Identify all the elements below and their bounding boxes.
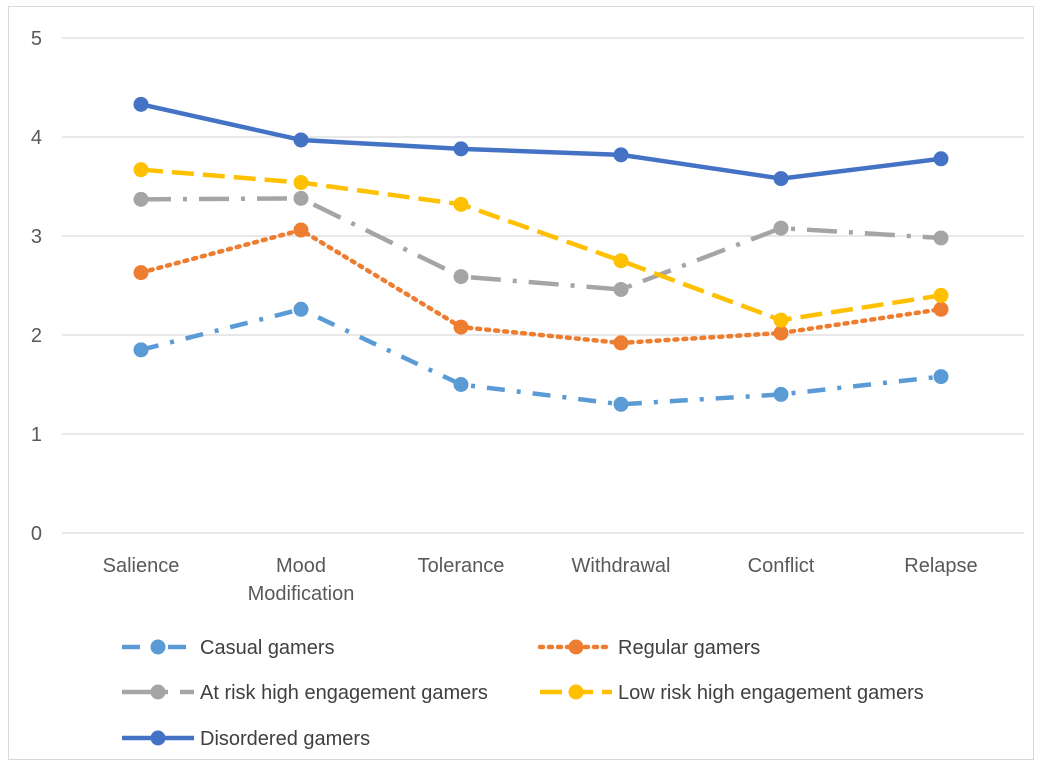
data-point: [773, 171, 789, 187]
legend: Casual gamers Regular gamers At risk high …: [122, 637, 924, 750]
series-line-2: [140, 196, 942, 292]
x-tick-label: Salience: [103, 555, 180, 577]
data-point: [133, 265, 149, 281]
legend-swatch-marker: [150, 639, 166, 655]
data-point: [773, 325, 789, 341]
legend-label: Low risk high engagement gamers: [618, 682, 924, 704]
data-point: [613, 396, 629, 412]
data-point: [453, 377, 469, 392]
data-point: [133, 191, 149, 207]
data-point: [133, 342, 149, 358]
series-line-0: [140, 307, 942, 407]
data-point: [773, 220, 789, 236]
data-point: [293, 175, 309, 191]
y-tick-label: 2: [31, 325, 42, 347]
data-point: [133, 96, 149, 112]
data-point: [773, 312, 789, 328]
x-tick-label: Relapse: [904, 555, 977, 577]
chart-area: [8, 6, 1034, 760]
data-point: [453, 319, 469, 335]
data-point: [933, 369, 949, 385]
y-axis-ticks: 0 1 2 3 4 5: [31, 28, 42, 545]
x-tick-label: Tolerance: [418, 555, 505, 577]
data-point: [933, 301, 949, 317]
data-point: [453, 141, 469, 157]
data-point: [453, 196, 469, 212]
data-point: [453, 269, 469, 285]
data-point: [933, 151, 949, 167]
data-point: [933, 230, 949, 246]
y-tick-label: 4: [31, 127, 42, 149]
data-point: [933, 287, 949, 303]
data-point: [293, 132, 309, 148]
data-point: [613, 335, 629, 351]
legend-label: At risk high engagement gamers: [200, 682, 488, 704]
y-tick-label: 3: [31, 226, 42, 248]
legend-label: Casual gamers: [200, 637, 335, 659]
gridlines: [62, 37, 1024, 534]
legend-swatch-marker: [568, 639, 584, 655]
legend-swatch-marker: [150, 730, 166, 746]
y-tick-label: 1: [31, 424, 42, 446]
y-tick-label: 0: [31, 523, 42, 545]
x-tick-label: Withdrawal: [572, 555, 671, 577]
series-line-4: [140, 102, 942, 181]
data-point: [773, 386, 789, 402]
series-line-3: [140, 167, 942, 323]
data-point: [293, 301, 309, 317]
y-tick-label: 5: [31, 28, 42, 50]
legend-swatch-marker: [568, 684, 584, 700]
data-point: [293, 222, 309, 238]
legend-swatch-marker: [150, 684, 166, 700]
legend-label: Regular gamers: [618, 637, 760, 659]
series-line-1: [138, 227, 944, 346]
x-tick-label: Mood Modification: [248, 555, 355, 605]
data-point: [613, 147, 629, 163]
series-group: [133, 96, 949, 412]
data-point: [293, 190, 309, 206]
legend-label: Disordered gamers: [200, 728, 370, 750]
x-axis-ticks: Salience Mood Modification Tolerance Withdra…: [103, 555, 978, 605]
data-point: [133, 162, 149, 178]
data-point: [613, 253, 629, 269]
x-tick-label: Conflict: [748, 555, 815, 577]
data-point: [613, 281, 629, 297]
